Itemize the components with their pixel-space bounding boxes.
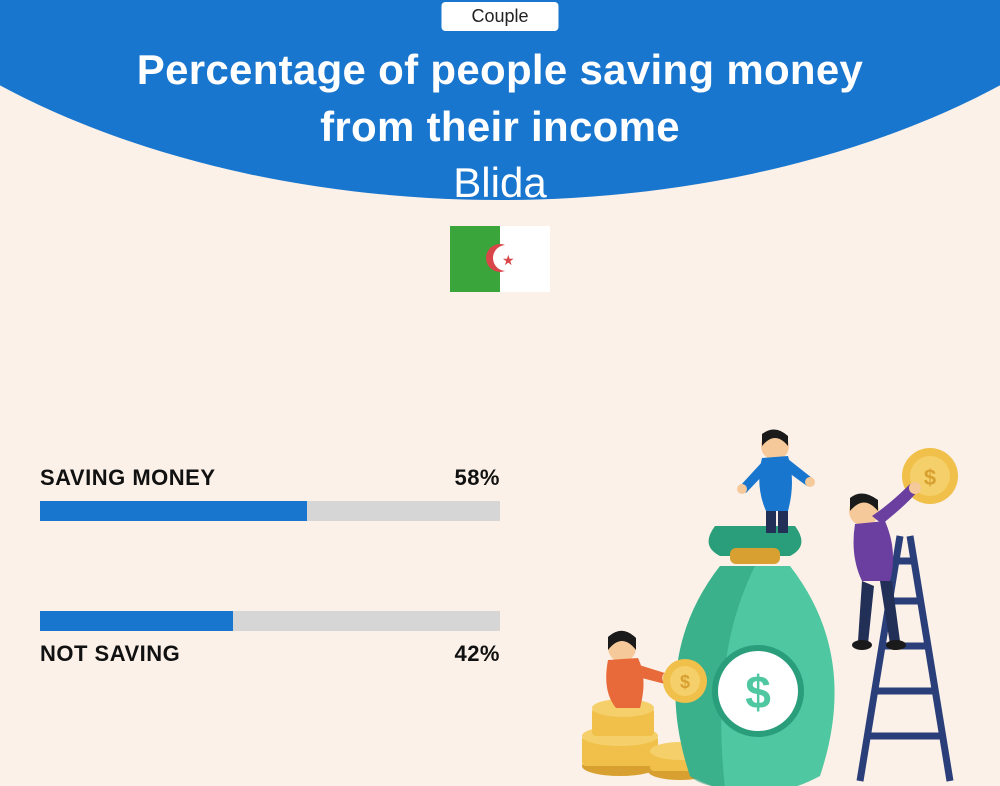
badge-text: Couple: [471, 6, 528, 26]
algeria-flag-icon: ★: [450, 226, 550, 292]
bar-label: SAVING MONEY: [40, 465, 216, 491]
money-bag-icon: $: [675, 526, 834, 786]
bar-value: 58%: [454, 465, 500, 491]
bar-track: [40, 611, 500, 631]
savings-illustration-icon: $ $: [550, 416, 990, 786]
bar-saving: SAVING MONEY 58%: [40, 465, 500, 521]
title-line-1: Percentage of people saving money: [0, 42, 1000, 99]
bar-fill: [40, 501, 307, 521]
title-line-2: from their income: [0, 99, 1000, 156]
flag-star-icon: ★: [502, 252, 515, 269]
svg-text:$: $: [924, 465, 936, 490]
bar-track: [40, 501, 500, 521]
location-name: Blida: [0, 159, 1000, 207]
bar-value: 42%: [454, 641, 500, 667]
svg-text:$: $: [745, 666, 771, 718]
bars-container: SAVING MONEY 58% NOT SAVING 42%: [40, 465, 500, 757]
title-block: Percentage of people saving money from t…: [0, 42, 1000, 207]
category-badge: Couple: [441, 2, 558, 31]
person-ladder-icon: $: [849, 448, 958, 650]
svg-text:$: $: [680, 672, 690, 692]
person-top-icon: [737, 429, 815, 533]
bar-label: NOT SAVING: [40, 641, 180, 667]
bar-fill: [40, 611, 233, 631]
bar-not-saving: NOT SAVING 42%: [40, 611, 500, 667]
